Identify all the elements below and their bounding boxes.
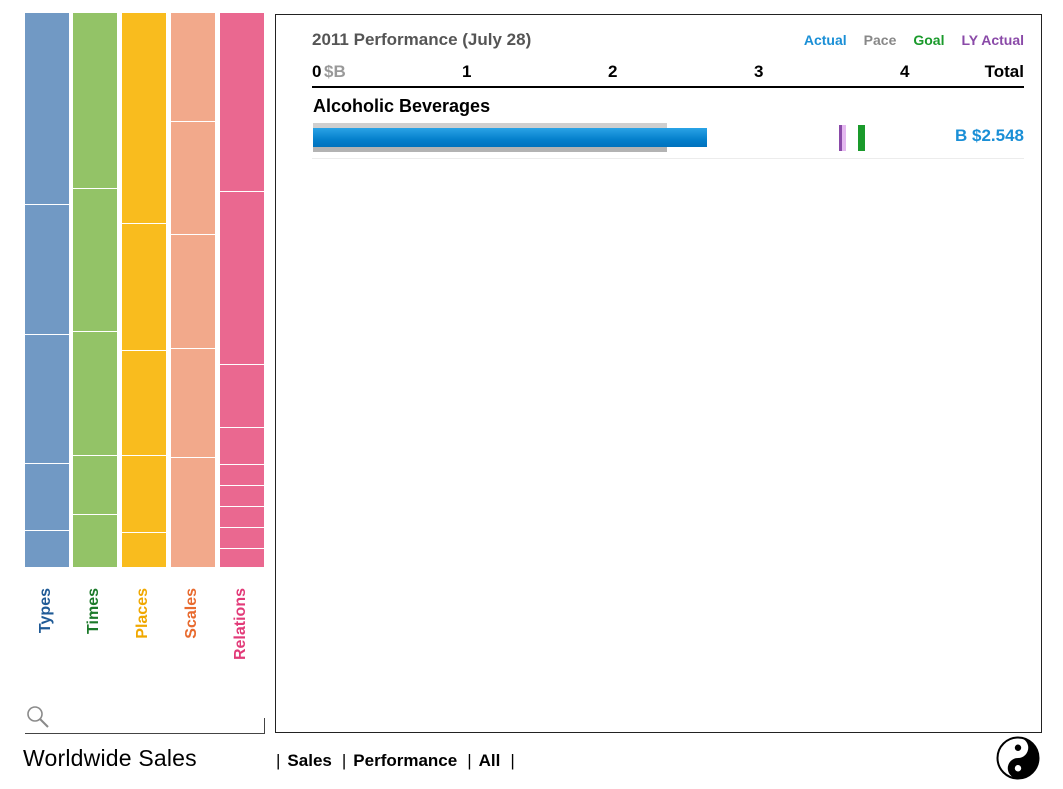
facet-segment-scales[interactable] bbox=[171, 347, 215, 457]
facet-column-relations bbox=[220, 13, 264, 567]
category-label[interactable]: Alcoholic Beverages bbox=[313, 96, 491, 116]
nav-link-all[interactable]: All bbox=[478, 751, 501, 770]
axis-unit-label: $B bbox=[324, 62, 346, 81]
facet-label-text[interactable]: Places bbox=[134, 588, 151, 639]
facet-label-times[interactable]: Times bbox=[73, 588, 117, 688]
facet-segment-types[interactable] bbox=[25, 333, 69, 463]
nav-separator: | bbox=[276, 751, 281, 770]
performance-panel: 2011 Performance (July 28) Actual Pace Goa… bbox=[275, 14, 1042, 733]
nav-link-sales[interactable]: Sales bbox=[287, 751, 332, 770]
legend-item-actual[interactable]: Actual bbox=[803, 32, 847, 48]
facet-label-types[interactable]: Types bbox=[25, 588, 69, 688]
facet-segment-scales[interactable] bbox=[171, 13, 215, 122]
search-underline bbox=[25, 733, 265, 734]
legend-item-pace[interactable]: Pace bbox=[863, 32, 897, 48]
actual-bar[interactable] bbox=[313, 128, 707, 147]
facet-segment-types[interactable] bbox=[25, 204, 69, 334]
facet-segment-types[interactable] bbox=[25, 13, 69, 205]
facet-segment-scales[interactable] bbox=[171, 234, 215, 348]
facet-segment-times[interactable] bbox=[73, 513, 117, 567]
axis-tick-label: 1 bbox=[462, 62, 472, 81]
facet-segment-relations[interactable] bbox=[220, 547, 264, 567]
facet-segment-relations[interactable] bbox=[220, 506, 264, 528]
row-divider bbox=[312, 158, 1024, 159]
axis-zero-label: 0 bbox=[312, 62, 322, 81]
goal-marker[interactable] bbox=[857, 125, 865, 151]
nav-separator: | bbox=[467, 751, 472, 770]
facet-segment-relations[interactable] bbox=[220, 426, 264, 464]
facet-label-text[interactable]: Types bbox=[37, 588, 54, 634]
legend: Actual Pace Goal LY Actual bbox=[804, 32, 1024, 48]
axis-tick-label: 2 bbox=[608, 62, 618, 81]
bar-row[interactable] bbox=[313, 121, 913, 155]
facet-segment-places[interactable] bbox=[122, 13, 166, 224]
pace-bar-top bbox=[313, 123, 667, 130]
ly-actual-marker[interactable] bbox=[838, 125, 846, 151]
x-axis: 0 $B Total 1 2 3 4 bbox=[312, 62, 1024, 86]
search-input[interactable] bbox=[51, 706, 257, 730]
facet-segment-places[interactable] bbox=[122, 531, 166, 567]
facet-column-types bbox=[25, 13, 69, 567]
facet-segment-times[interactable] bbox=[73, 13, 117, 188]
axis-total-label: Total bbox=[984, 62, 1024, 81]
facet-segment-relations[interactable] bbox=[220, 527, 264, 548]
axis-line bbox=[312, 86, 1024, 88]
pace-bar-bottom bbox=[313, 143, 667, 152]
nav-separator: | bbox=[510, 751, 515, 770]
facet-segment-relations[interactable] bbox=[220, 463, 264, 485]
facet-label-places[interactable]: Places bbox=[122, 588, 166, 688]
facet-segment-scales[interactable] bbox=[171, 456, 215, 567]
panel-title: 2011 Performance (July 28) bbox=[312, 30, 532, 49]
axis-tick-label: 3 bbox=[754, 62, 764, 81]
search-box bbox=[25, 704, 265, 734]
facet-column-scales bbox=[171, 13, 215, 567]
total-value: B $2.548 bbox=[955, 126, 1024, 145]
facet-segment-relations[interactable] bbox=[220, 190, 264, 364]
facet-segment-times[interactable] bbox=[73, 187, 117, 332]
facet-segment-places[interactable] bbox=[122, 223, 166, 350]
facet-column-times bbox=[73, 13, 117, 567]
facet-label-relations[interactable]: Relations bbox=[220, 588, 264, 688]
facet-segment-times[interactable] bbox=[73, 454, 117, 514]
app-title: Worldwide Sales bbox=[23, 745, 197, 771]
nav-bar: | Sales | Performance | All | bbox=[276, 751, 522, 771]
facet-label-text[interactable]: Times bbox=[85, 588, 102, 634]
nav-link-performance[interactable]: Performance bbox=[353, 751, 458, 770]
nav-separator: | bbox=[341, 751, 347, 770]
facet-segment-relations[interactable] bbox=[220, 484, 264, 507]
legend-item-ly-actual[interactable]: LY Actual bbox=[961, 32, 1024, 48]
yin-yang-icon[interactable] bbox=[996, 736, 1040, 780]
facet-segment-relations[interactable] bbox=[220, 363, 264, 427]
search-icon[interactable] bbox=[25, 704, 51, 730]
facet-segment-places[interactable] bbox=[122, 349, 166, 455]
facet-label-text[interactable]: Relations bbox=[232, 588, 249, 661]
legend-item-goal[interactable]: Goal bbox=[913, 32, 945, 48]
facet-segment-relations[interactable] bbox=[220, 13, 264, 191]
axis-tick-label: 4 bbox=[900, 62, 910, 81]
search-underline-tick bbox=[264, 718, 265, 734]
facet-column-places bbox=[122, 13, 166, 567]
facet-segment-types[interactable] bbox=[25, 462, 69, 530]
facet-label-text[interactable]: Scales bbox=[183, 588, 200, 639]
facet-segment-scales[interactable] bbox=[171, 121, 215, 235]
facet-label-scales[interactable]: Scales bbox=[171, 588, 215, 688]
facet-segment-times[interactable] bbox=[73, 331, 117, 455]
facet-segment-places[interactable] bbox=[122, 454, 166, 532]
facet-segment-types[interactable] bbox=[25, 529, 69, 567]
